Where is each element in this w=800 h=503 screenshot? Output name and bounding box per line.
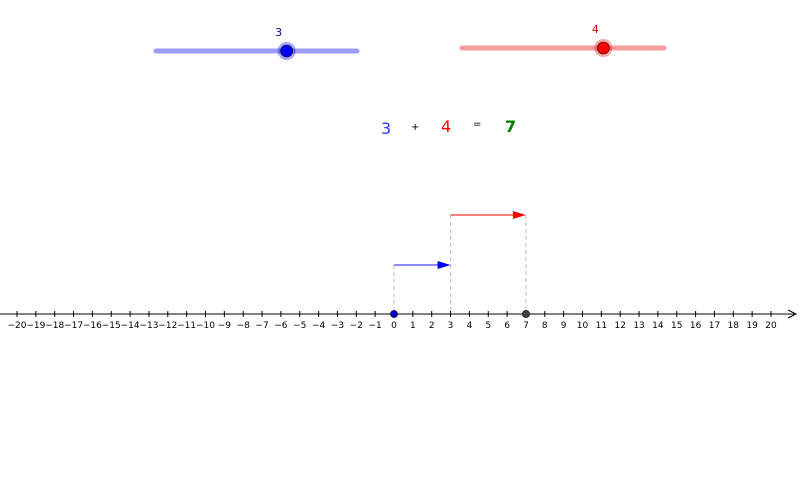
tick-label: −18 <box>45 321 64 331</box>
tick-label: 18 <box>728 321 740 331</box>
tick-label: −20 <box>8 321 27 331</box>
slider-a-knob[interactable] <box>280 44 293 58</box>
equation-term-b: 4 <box>441 117 452 136</box>
vector-a-arrowhead-icon[interactable] <box>437 261 451 269</box>
equation-plus: + <box>411 122 420 133</box>
equation-term-a: 3 <box>381 119 392 138</box>
tick-label: 9 <box>561 321 567 331</box>
tick-label: 17 <box>709 321 720 331</box>
slider-b-knob[interactable] <box>597 41 610 55</box>
tick-label: 3 <box>448 321 454 331</box>
tick-label: −13 <box>139 321 158 331</box>
tick-label: −3 <box>331 321 344 331</box>
slider-b-value-label: 4 <box>592 23 599 36</box>
tick-label: 8 <box>542 321 548 331</box>
origin-point[interactable] <box>390 310 398 318</box>
sum-point[interactable] <box>522 310 530 318</box>
number-line: −20 −19 −18 −17 −16 −15 −14 −13 −12 −11 −10 −9 −8 −7−… <box>0 309 798 331</box>
tick-label: 0 <box>391 321 397 331</box>
slider-b[interactable]: 4 <box>459 23 667 57</box>
tick-label: 7 <box>523 321 529 331</box>
number-line-arrow-icon <box>787 309 798 319</box>
tick-label: 12 <box>614 321 625 331</box>
tick-label: −5 <box>293 321 306 331</box>
tick-label: 2 <box>429 321 435 331</box>
tick-label: −10 <box>196 321 215 331</box>
slider-a[interactable]: 3 <box>153 26 360 60</box>
tick-label: 5 <box>485 321 491 331</box>
tick-label: 11 <box>596 321 607 331</box>
tick-label: −6 <box>274 321 288 331</box>
slider-a-value-label: 3 <box>275 26 282 39</box>
tick-label: 19 <box>746 321 758 331</box>
tick-label: 4 <box>467 321 473 331</box>
tick-label: 15 <box>671 321 682 331</box>
equation-result: 7 <box>505 117 517 136</box>
tick-label: 16 <box>690 321 702 331</box>
tick-label: −2 <box>350 321 363 331</box>
tick-label: −1 <box>369 321 382 331</box>
tick-label: 6 <box>504 321 510 331</box>
tick-label: −12 <box>158 321 177 331</box>
tick-label: 20 <box>765 321 777 331</box>
tick-label: −14 <box>121 321 140 331</box>
tick-label: −19 <box>26 321 45 331</box>
dashed-guides <box>393 215 527 314</box>
tick-label: 14 <box>652 321 664 331</box>
tick-label: −17 <box>64 321 83 331</box>
tick-label: −11 <box>177 321 196 331</box>
tick-label: −16 <box>83 321 102 331</box>
tick-label: 10 <box>577 321 589 331</box>
tick-label: 13 <box>633 321 644 331</box>
tick-label: −4 <box>312 321 326 331</box>
tick-label: −8 <box>237 321 251 331</box>
tick-label: −9 <box>218 321 232 331</box>
vectors <box>394 211 526 269</box>
tick-label: 1 <box>410 321 416 331</box>
vector-b-arrowhead-icon[interactable] <box>512 211 526 219</box>
tick-label: −7 <box>255 321 268 331</box>
tick-label: −15 <box>102 321 121 331</box>
equation-equals: = <box>473 119 482 130</box>
